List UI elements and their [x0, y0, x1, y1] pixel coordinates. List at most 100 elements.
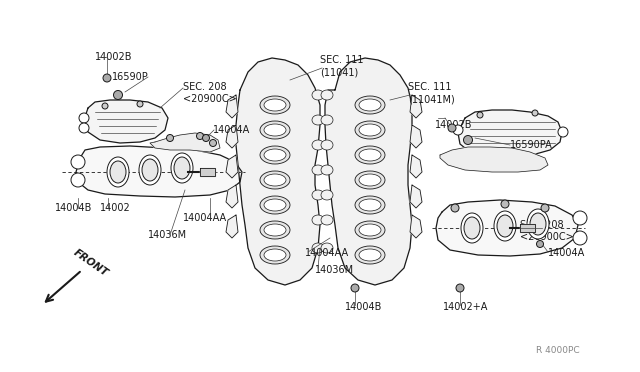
Ellipse shape — [359, 174, 381, 186]
Polygon shape — [226, 155, 238, 178]
Circle shape — [103, 74, 111, 82]
Text: FRONT: FRONT — [72, 247, 110, 278]
Circle shape — [71, 155, 85, 169]
Ellipse shape — [494, 211, 516, 241]
Polygon shape — [226, 185, 238, 208]
Ellipse shape — [107, 157, 129, 187]
Circle shape — [79, 123, 89, 133]
Ellipse shape — [142, 159, 158, 181]
Circle shape — [463, 135, 472, 144]
Ellipse shape — [264, 99, 286, 111]
Text: R 4000PC: R 4000PC — [536, 346, 580, 355]
Text: 14004A: 14004A — [213, 125, 250, 135]
Polygon shape — [520, 224, 535, 232]
Polygon shape — [410, 155, 422, 178]
Circle shape — [573, 211, 587, 225]
Ellipse shape — [312, 243, 324, 253]
Ellipse shape — [260, 196, 290, 214]
Polygon shape — [410, 215, 422, 238]
Polygon shape — [226, 95, 238, 118]
Ellipse shape — [359, 199, 381, 211]
Polygon shape — [226, 125, 238, 148]
Ellipse shape — [260, 96, 290, 114]
Circle shape — [456, 284, 464, 292]
Circle shape — [202, 135, 209, 141]
Ellipse shape — [359, 149, 381, 161]
Polygon shape — [226, 215, 238, 238]
Text: 14036M: 14036M — [148, 230, 187, 240]
Ellipse shape — [355, 221, 385, 239]
Text: SEC. 111
(11041M): SEC. 111 (11041M) — [408, 82, 455, 105]
Circle shape — [477, 112, 483, 118]
Ellipse shape — [264, 224, 286, 236]
Ellipse shape — [359, 124, 381, 136]
Polygon shape — [410, 95, 422, 118]
Text: 14004AA: 14004AA — [305, 248, 349, 258]
Ellipse shape — [355, 96, 385, 114]
Ellipse shape — [174, 157, 190, 179]
Circle shape — [536, 241, 543, 247]
Text: 14002: 14002 — [100, 203, 131, 213]
Ellipse shape — [355, 246, 385, 264]
Ellipse shape — [264, 199, 286, 211]
Ellipse shape — [355, 171, 385, 189]
Ellipse shape — [321, 190, 333, 200]
Ellipse shape — [530, 213, 546, 235]
Ellipse shape — [264, 124, 286, 136]
Text: 14004B: 14004B — [345, 302, 382, 312]
Ellipse shape — [321, 140, 333, 150]
Polygon shape — [410, 125, 422, 148]
Circle shape — [541, 204, 549, 212]
Text: 14004AA: 14004AA — [183, 213, 227, 223]
Text: 14004B: 14004B — [55, 203, 92, 213]
Ellipse shape — [497, 215, 513, 237]
Circle shape — [113, 90, 122, 99]
Text: SEC. 208
<20900C>: SEC. 208 <20900C> — [520, 220, 573, 243]
Text: 14002B: 14002B — [435, 120, 472, 130]
Ellipse shape — [264, 174, 286, 186]
Polygon shape — [236, 58, 320, 285]
Polygon shape — [84, 100, 168, 143]
Ellipse shape — [464, 217, 480, 239]
Circle shape — [558, 127, 568, 137]
Ellipse shape — [321, 243, 333, 253]
Polygon shape — [436, 200, 578, 256]
Polygon shape — [200, 168, 215, 176]
Ellipse shape — [321, 215, 333, 225]
Ellipse shape — [139, 155, 161, 185]
Circle shape — [102, 103, 108, 109]
Ellipse shape — [355, 196, 385, 214]
Circle shape — [196, 132, 204, 140]
Ellipse shape — [312, 90, 324, 100]
Circle shape — [532, 110, 538, 116]
Ellipse shape — [110, 161, 126, 183]
Ellipse shape — [527, 209, 549, 239]
Circle shape — [351, 284, 359, 292]
Circle shape — [79, 113, 89, 123]
Polygon shape — [440, 147, 548, 172]
Ellipse shape — [359, 224, 381, 236]
Circle shape — [209, 140, 216, 147]
Text: 14002B: 14002B — [95, 52, 132, 62]
Ellipse shape — [359, 249, 381, 261]
Text: SEC. 111
(11041): SEC. 111 (11041) — [320, 55, 364, 77]
Ellipse shape — [312, 115, 324, 125]
Circle shape — [453, 125, 463, 135]
Ellipse shape — [171, 153, 193, 183]
Polygon shape — [150, 133, 220, 152]
Ellipse shape — [359, 99, 381, 111]
Ellipse shape — [355, 146, 385, 164]
Ellipse shape — [264, 149, 286, 161]
Ellipse shape — [260, 221, 290, 239]
Polygon shape — [410, 185, 422, 208]
Text: 14036M: 14036M — [315, 265, 354, 275]
Ellipse shape — [260, 171, 290, 189]
Ellipse shape — [312, 140, 324, 150]
Circle shape — [501, 200, 509, 208]
Ellipse shape — [321, 165, 333, 175]
Circle shape — [137, 101, 143, 107]
Circle shape — [573, 231, 587, 245]
Ellipse shape — [312, 190, 324, 200]
Circle shape — [166, 135, 173, 141]
Text: 14002+A: 14002+A — [443, 302, 488, 312]
